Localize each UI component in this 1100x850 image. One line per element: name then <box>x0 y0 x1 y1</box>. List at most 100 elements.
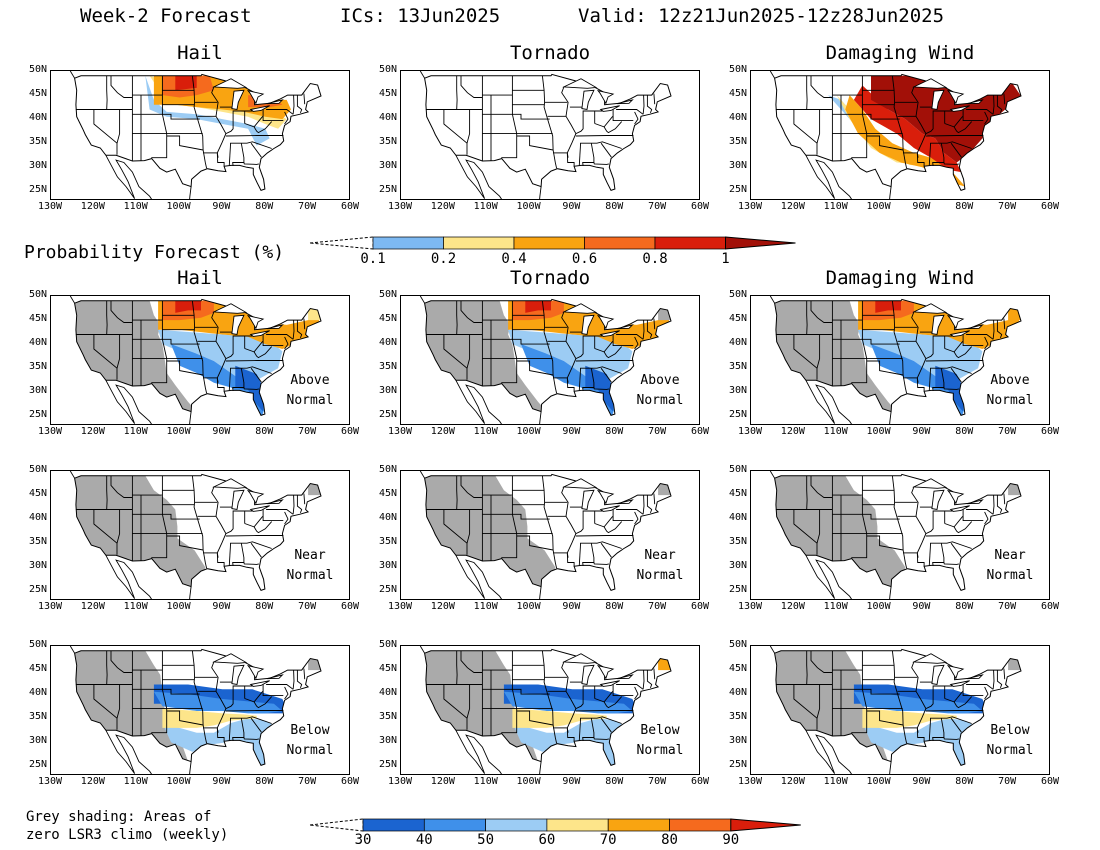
lon-label: 120W <box>430 601 455 612</box>
state-border <box>594 516 614 528</box>
lon-label: 80W <box>605 426 624 437</box>
mexico-coast <box>455 555 503 599</box>
lon-label: 60W <box>690 426 710 437</box>
state-border <box>616 509 644 515</box>
state-border <box>891 300 908 394</box>
state-border <box>228 368 232 391</box>
state-border <box>603 346 623 359</box>
state-border <box>594 341 614 353</box>
state-border <box>930 141 972 149</box>
lon-label: 70W <box>648 776 667 787</box>
great-lake <box>949 680 970 687</box>
great-lake <box>912 303 948 314</box>
map-panel <box>50 70 350 200</box>
lon-label: 70W <box>998 426 1017 437</box>
state-border <box>93 109 118 155</box>
state-border <box>992 95 995 115</box>
map-panel <box>750 295 1050 425</box>
map-panel <box>750 470 1050 600</box>
state-border <box>132 338 200 345</box>
state-border <box>928 143 932 166</box>
lat-label: 35N <box>728 711 747 723</box>
state-border <box>832 338 900 345</box>
great-lake <box>599 505 620 512</box>
colorbar-label: 60 <box>538 832 556 848</box>
mexico-gulf-coast <box>889 586 892 599</box>
shade-wind_orange <box>845 95 966 187</box>
state-border <box>228 543 232 566</box>
state-border <box>250 142 262 158</box>
state-border <box>580 141 622 149</box>
state-border <box>953 521 973 534</box>
lat-label: 35N <box>378 711 397 723</box>
state-border <box>132 688 200 695</box>
great-lake <box>912 78 948 89</box>
state-border <box>225 710 284 712</box>
lat-label: 50N <box>28 64 47 75</box>
state-border <box>593 387 609 390</box>
colorbar-segment <box>654 236 726 250</box>
state-border <box>575 535 634 537</box>
lon-label: 80W <box>255 201 274 212</box>
great-lake <box>946 89 965 105</box>
state-border <box>925 685 934 710</box>
state-border <box>646 320 653 339</box>
lon-label: 100W <box>866 601 891 612</box>
lat-label: 50N <box>728 289 747 300</box>
state-border <box>992 495 995 515</box>
row-note: Below Normal <box>986 723 1034 758</box>
state-border <box>930 541 972 549</box>
state-border <box>166 535 204 551</box>
lon-label: 70W <box>298 776 317 787</box>
probability-forecast-title: Probability Forecast (%) <box>24 242 285 263</box>
state-border <box>225 335 234 360</box>
valid-label: Valid: 12z21Jun2025-12z28Jun2025 <box>578 5 945 27</box>
lat-label: 30N <box>728 385 747 397</box>
lon-label: 70W <box>998 601 1017 612</box>
state-border <box>561 486 577 567</box>
usa-outline <box>774 298 1022 417</box>
state-border <box>303 668 306 680</box>
lon-label: 60W <box>340 601 360 612</box>
colorbar-label: 40 <box>415 832 433 848</box>
lon-label: 110W <box>473 201 498 212</box>
great-lake <box>616 499 634 505</box>
map-svg <box>769 71 1022 199</box>
state-border <box>243 737 259 740</box>
lat-label: 25N <box>378 584 397 596</box>
state-border <box>582 143 595 166</box>
state-border <box>911 486 927 567</box>
state-border <box>482 113 550 120</box>
state-border <box>116 334 121 369</box>
lon-label: 100W <box>166 426 191 437</box>
map-svg <box>419 646 672 774</box>
usa-outline <box>74 298 322 417</box>
lon-label: 70W <box>298 601 317 612</box>
lon-label: 80W <box>605 601 624 612</box>
lon-label: 70W <box>998 201 1017 212</box>
state-border <box>962 334 984 347</box>
mexico-gulf-coast <box>539 586 542 599</box>
mexico-gulf-coast <box>889 186 892 199</box>
column-title: Hail <box>177 267 223 289</box>
state-border <box>566 727 569 733</box>
shade-above_lightblue <box>858 329 983 386</box>
great-lake <box>562 653 598 664</box>
column-title: Hail <box>177 42 223 64</box>
state-border <box>891 75 908 169</box>
state-border <box>816 509 821 544</box>
map-svg <box>419 71 672 199</box>
mexico-gulf-coast <box>889 761 892 774</box>
state-border <box>211 311 227 392</box>
state-border <box>996 495 1003 514</box>
state-border <box>253 346 273 359</box>
state-border <box>950 142 962 158</box>
state-border <box>916 377 919 383</box>
lon-label: 70W <box>648 426 667 437</box>
state-border <box>600 717 612 733</box>
lat-label: 45N <box>378 663 397 675</box>
state-border <box>296 495 303 514</box>
lon-label: 130W <box>37 776 63 787</box>
great-lake <box>599 330 620 337</box>
shade-below_yellow <box>862 708 957 728</box>
